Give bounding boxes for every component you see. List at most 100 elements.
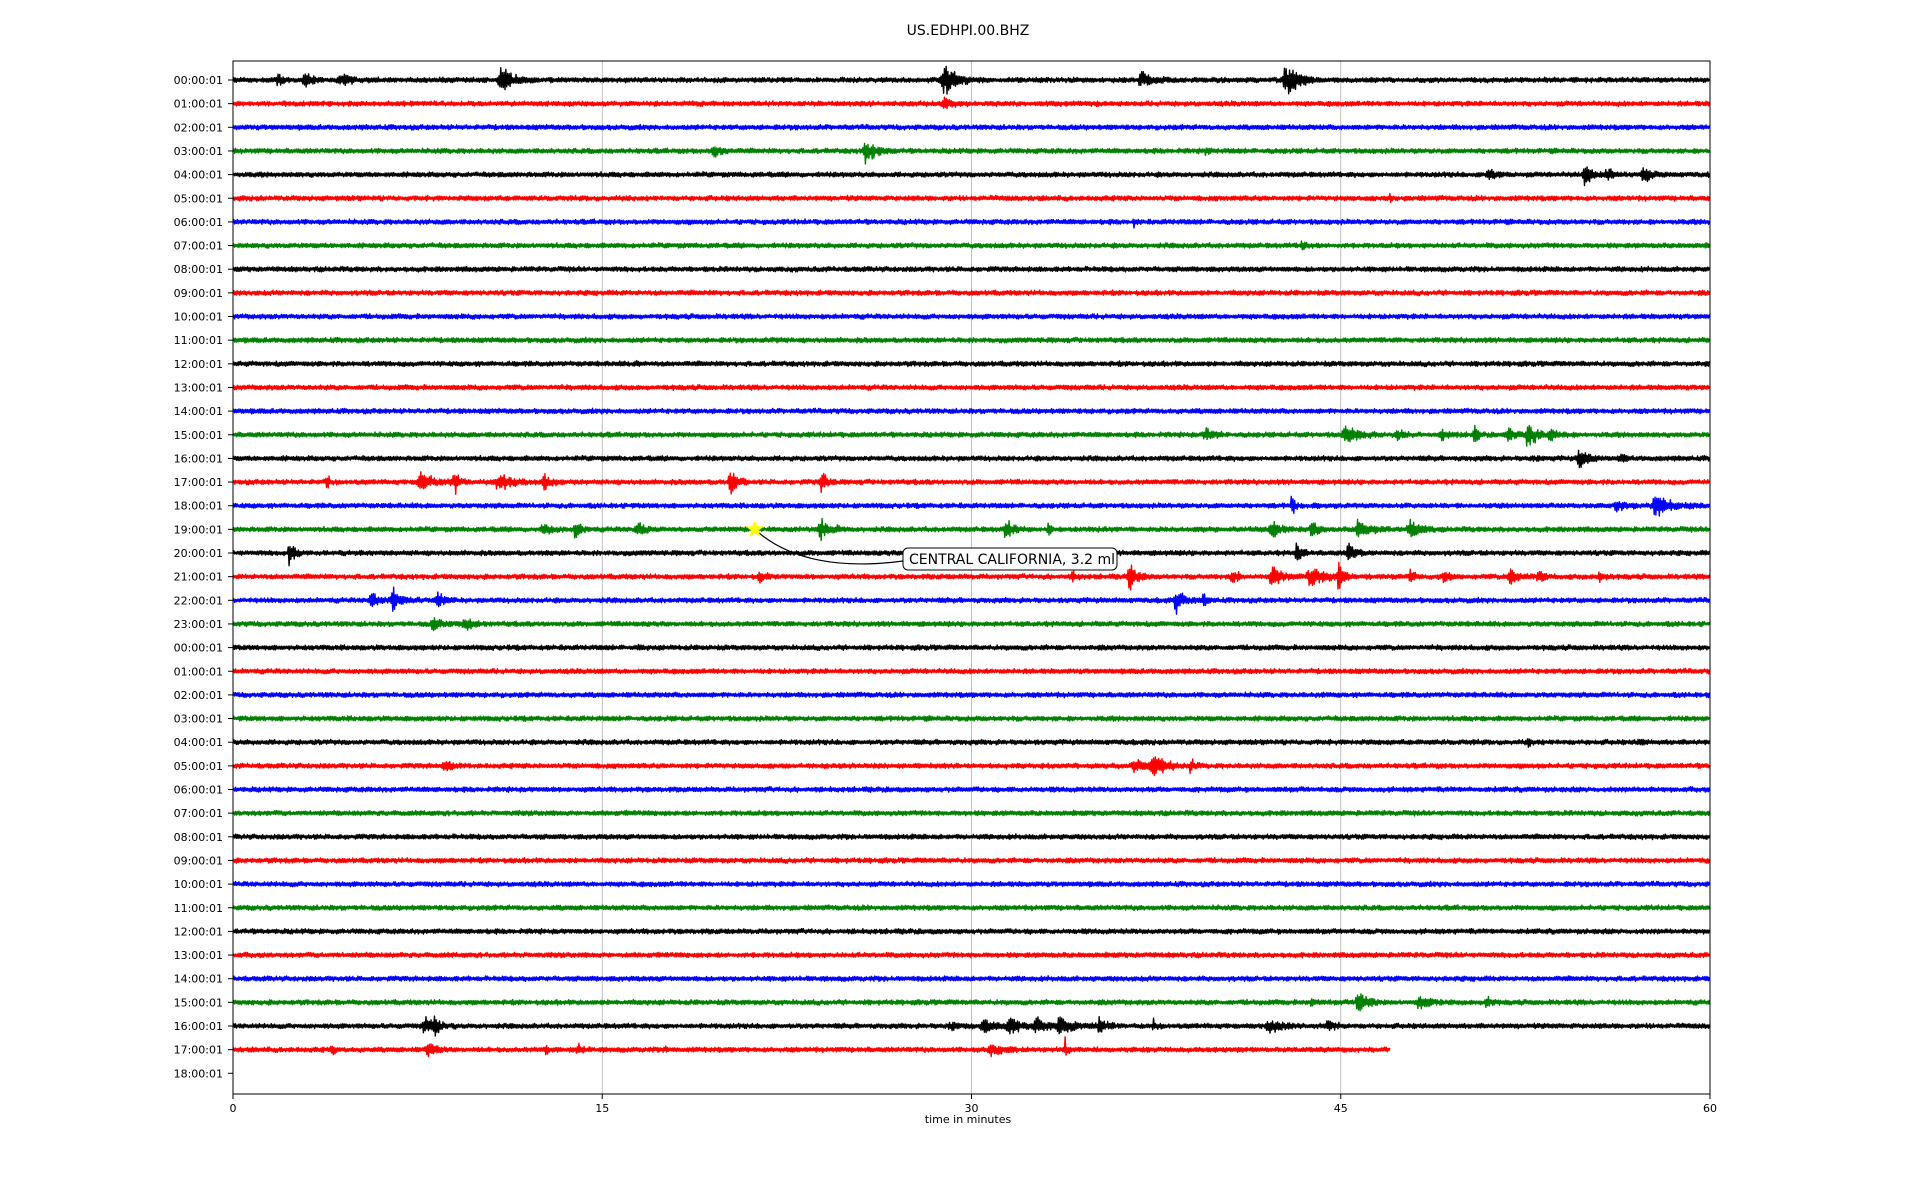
row-time-label: 23:00:01: [174, 618, 223, 631]
seismic-trace: [232, 517, 1711, 542]
annotation-box: [902, 547, 1118, 571]
row-time-label: 10:00:01: [174, 311, 223, 324]
row-time-label: 19:00:01: [174, 523, 223, 536]
seismic-trace: [232, 1015, 1711, 1037]
seismic-trace: [232, 96, 1711, 110]
chart-title: US.EDHPI.00.BHZ: [907, 23, 1030, 39]
row-time-label: 18:00:01: [174, 500, 223, 513]
row-time-label: 12:00:01: [174, 925, 223, 938]
seismic-trace: [232, 289, 1711, 297]
seismic-trace: [232, 715, 1711, 723]
seismic-trace: [232, 218, 1711, 229]
seismic-trace: [232, 586, 1711, 615]
row-time-label: 13:00:01: [174, 949, 223, 962]
x-axis: 0 15 30 45 60: [230, 1094, 1717, 1115]
row-time-label: 17:00:01: [174, 1044, 223, 1057]
row-time-label: 05:00:01: [174, 192, 223, 205]
seismic-trace: [232, 617, 1711, 632]
row-time-label: 12:00:01: [174, 358, 223, 371]
row-time-label: 14:00:01: [174, 973, 223, 986]
x-tick-label: 60: [1703, 1102, 1717, 1115]
seismic-trace: [232, 240, 1711, 251]
annotation-label: CENTRAL CALIFORNIA, 3.2 ml: [909, 552, 1115, 568]
seismic-trace: [232, 495, 1711, 517]
seismic-trace: [232, 265, 1711, 273]
seismic-trace: [232, 359, 1711, 368]
seismic-trace: [232, 123, 1711, 131]
row-time-label: 20:00:01: [174, 547, 223, 560]
seismic-trace: [232, 166, 1711, 187]
seismic-trace: [232, 785, 1711, 793]
seismic-trace: [232, 833, 1711, 841]
x-tick-label: 0: [230, 1102, 237, 1115]
row-time-label: 13:00:01: [174, 381, 223, 394]
seismic-trace: [232, 738, 1711, 748]
row-time-label: 00:00:01: [174, 74, 223, 87]
x-tick-label: 30: [965, 1102, 979, 1115]
row-time-label: 07:00:01: [174, 807, 223, 820]
row-time-label: 08:00:01: [174, 263, 223, 276]
seismic-trace: [232, 756, 1711, 777]
seismic-trace: [232, 561, 1711, 591]
row-time-label: 22:00:01: [174, 594, 223, 607]
seismic-trace: [232, 667, 1711, 675]
row-time-label: 21:00:01: [174, 571, 223, 584]
seismic-trace: [232, 643, 1711, 652]
row-labels: 00:00:01 01:00:01 02:00:01 03:00:01 04:00:01…: [174, 74, 233, 1080]
row-time-label: 09:00:01: [174, 287, 223, 300]
row-time-label: 15:00:01: [174, 996, 223, 1009]
row-time-label: 00:00:01: [174, 642, 223, 655]
row-time-label: 03:00:01: [174, 713, 223, 726]
row-time-label: 01:00:01: [174, 98, 223, 111]
row-time-label: 17:00:01: [174, 476, 223, 489]
seismic-trace: [232, 691, 1711, 699]
seismic-trace: [232, 407, 1711, 415]
seismic-trace: [232, 192, 1711, 204]
seismic-trace: [232, 809, 1711, 817]
event-annotation: CENTRAL CALIFORNIA, 3.2 ml: [745, 519, 1118, 571]
x-tick-label: 15: [595, 1102, 609, 1115]
row-time-label: 14:00:01: [174, 405, 223, 418]
row-time-label: 06:00:01: [174, 216, 223, 229]
event-star-marker: [745, 519, 764, 537]
row-time-label: 05:00:01: [174, 760, 223, 773]
row-time-label: 02:00:01: [174, 689, 223, 702]
seismic-trace: [232, 336, 1711, 344]
row-time-label: 11:00:01: [174, 902, 223, 915]
seismic-trace: [232, 313, 1711, 321]
row-time-label: 06:00:01: [174, 784, 223, 797]
seismic-trace: [232, 880, 1711, 888]
row-time-label: 11:00:01: [174, 334, 223, 347]
seismic-trace: [232, 142, 1711, 165]
seismic-trace: [232, 449, 1711, 469]
row-time-label: 01:00:01: [174, 665, 223, 678]
row-time-label: 04:00:01: [174, 169, 223, 182]
row-time-label: 15:00:01: [174, 429, 223, 442]
row-time-label: 09:00:01: [174, 854, 223, 867]
row-time-label: 03:00:01: [174, 145, 223, 158]
seismic-trace: [232, 927, 1711, 935]
seismic-trace: [232, 993, 1711, 1012]
row-time-label: 16:00:01: [174, 452, 223, 465]
seismic-trace: [232, 904, 1711, 912]
row-time-label: 07:00:01: [174, 240, 223, 253]
row-time-label: 18:00:01: [174, 1067, 223, 1080]
seismic-trace: [232, 1036, 1391, 1058]
trace-group: [232, 65, 1711, 1058]
seismic-trace: [232, 383, 1711, 391]
seismic-trace: [232, 65, 1711, 95]
row-time-label: 02:00:01: [174, 121, 223, 134]
plot-frame: [232, 60, 1711, 1095]
seismic-trace: [232, 856, 1711, 864]
seismic-trace: [232, 424, 1711, 447]
seismic-trace: [232, 975, 1711, 983]
row-time-label: 08:00:01: [174, 831, 223, 844]
x-tick-label: 45: [1334, 1102, 1348, 1115]
seismic-trace: [232, 471, 1711, 495]
row-time-label: 04:00:01: [174, 736, 223, 749]
seismic-trace: [232, 951, 1711, 959]
row-time-label: 16:00:01: [174, 1020, 223, 1033]
annotation-connector: [754, 528, 904, 565]
row-time-label: 10:00:01: [174, 878, 223, 891]
